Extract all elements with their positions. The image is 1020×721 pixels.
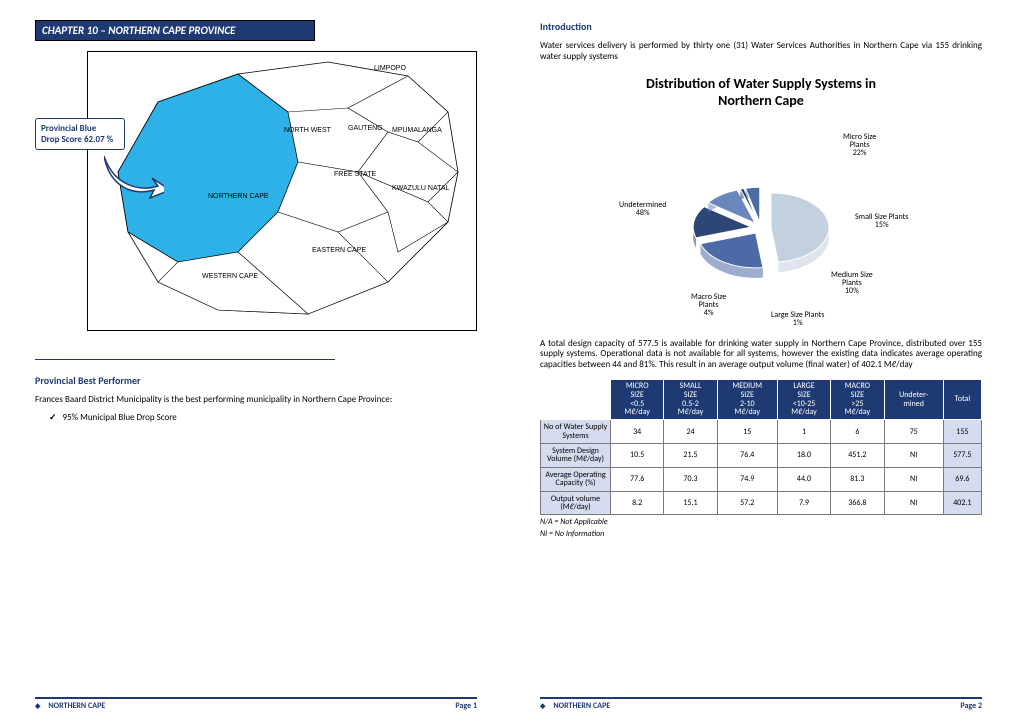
page-1: CHAPTER 10 – NORTHERN CAPE PROVINCE Prov… [0, 0, 505, 721]
table-note-2: NI = No Information [540, 529, 982, 539]
svg-text:LIMPOPO: LIMPOPO [374, 65, 406, 72]
svg-text:FREE STATE: FREE STATE [334, 171, 376, 178]
footer-left: ◆NORTHERN CAPE [35, 701, 105, 711]
svg-text:EASTERN CAPE: EASTERN CAPE [312, 247, 366, 254]
svg-text:KWAZULU NATAL: KWAZULU NATAL [392, 185, 450, 192]
pie-title: Distribution of Water Supply Systems in … [540, 75, 982, 109]
footer-left: ◆NORTHERN CAPE [540, 701, 610, 711]
page-2: Introduction Water services delivery is … [505, 0, 1010, 721]
divider [35, 359, 335, 360]
pie-slice-label: Undetermined48% [619, 201, 666, 218]
best-performer-text: Frances Baard District Municipality is t… [35, 395, 477, 406]
footer-page: Page 1 [455, 701, 477, 711]
callout-line1: Provincial Blue [41, 123, 119, 134]
svg-text:GAUTENG: GAUTENG [348, 125, 383, 132]
pie-slice-label: Macro SizePlants4% [691, 293, 726, 318]
intro-heading: Introduction [540, 20, 982, 33]
intro-text: Water services delivery is performed by … [540, 41, 982, 63]
pie-slice-label: Medium SizePlants10% [831, 271, 873, 296]
score-callout: Provincial Blue Drop Score 62.07 % [35, 118, 125, 150]
table-note-1: N/A = Not Applicable [540, 517, 982, 527]
pie-slice-label: Small Size Plants15% [855, 213, 908, 230]
pie-slice-label: Micro SizePlants22% [843, 133, 876, 158]
chapter-title: CHAPTER 10 – NORTHERN CAPE PROVINCE [35, 20, 315, 41]
footer-page: Page 2 [960, 701, 982, 711]
callout-line2: Drop Score 62.07 % [41, 134, 119, 145]
svg-text:MPUMALANGA: MPUMALANGA [392, 127, 442, 134]
svg-text:NORTHERN CAPE: NORTHERN CAPE [208, 193, 269, 200]
best-performer-heading: Provincial Best Performer [35, 374, 477, 387]
best-performer-bullet: 95% Municipal Blue Drop Score [49, 412, 477, 423]
svg-text:WESTERN CAPE: WESTERN CAPE [202, 273, 258, 280]
capacity-paragraph: A total design capacity of 577.5 is avai… [540, 339, 982, 371]
page-footer-1: ◆NORTHERN CAPE Page 1 [35, 697, 477, 711]
svg-text:NORTH WEST: NORTH WEST [284, 127, 332, 134]
capacity-table: MICROSIZE<0.5Mℓ/daySMALLSIZE0.5-2Mℓ/dayM… [540, 379, 982, 515]
pie-slice-label: Large Size Plants1% [771, 311, 824, 328]
page-footer-2: ◆NORTHERN CAPE Page 2 [540, 697, 982, 711]
pie-chart: Undetermined48% Micro SizePlants22% Small … [581, 113, 941, 333]
